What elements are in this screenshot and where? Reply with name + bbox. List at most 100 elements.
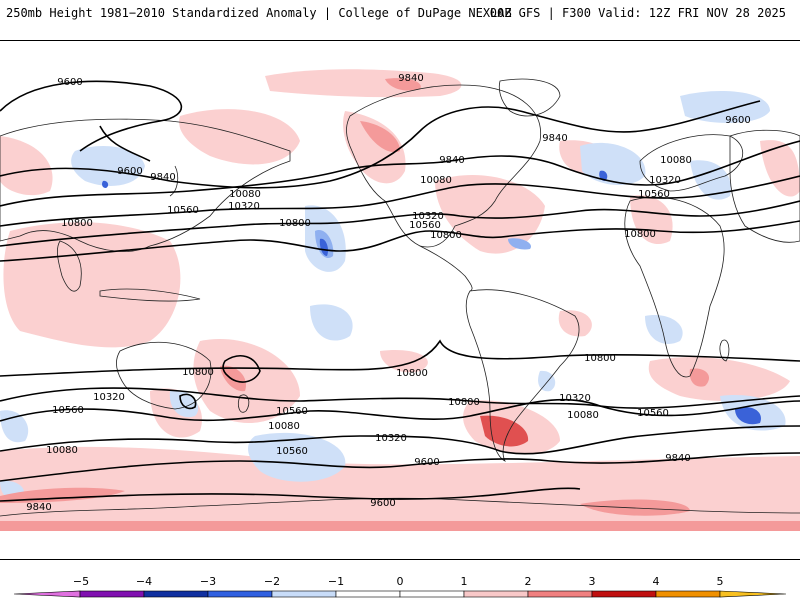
colorbar-tick-label: −4 bbox=[136, 575, 152, 588]
contour-label: 10320 bbox=[228, 201, 260, 212]
chart-title: 250mb Height 1981−2010 Standardized Anom… bbox=[6, 6, 512, 20]
south-america-outline bbox=[465, 289, 580, 462]
contour-label: 9600 bbox=[57, 77, 82, 88]
contour-label: 10560 bbox=[276, 406, 308, 417]
anomaly-area bbox=[102, 180, 109, 188]
colorbar: −5 −4 −3 −2 −1 0 1 2 3 4 5 bbox=[0, 570, 800, 600]
contour-line bbox=[0, 452, 800, 482]
contour-label: 10560 bbox=[52, 405, 84, 416]
contour-label: 10800 bbox=[279, 218, 311, 229]
contour-label: 10320 bbox=[412, 211, 444, 222]
colorbar-tick-label: −1 bbox=[328, 575, 344, 588]
contour-labels: 9600 9840 9600 9840 10080 10320 10560 10… bbox=[26, 73, 750, 513]
contour-label: 10320 bbox=[559, 393, 591, 404]
colorbar-swatch-p0 bbox=[399, 590, 465, 598]
colorbar-tick-label: 0 bbox=[397, 575, 404, 588]
contour-label: 9840 bbox=[150, 172, 175, 183]
contour-label: 10560 bbox=[167, 205, 199, 216]
colorbar-swatch-p2 bbox=[527, 590, 593, 598]
colorbar-tick-label: 5 bbox=[717, 575, 724, 588]
contour-label: 9600 bbox=[117, 166, 142, 177]
map-svg: 9600 9840 9600 9840 10080 10320 10560 10… bbox=[0, 69, 800, 531]
contour-line bbox=[0, 200, 800, 247]
colorbar-swatch-p4 bbox=[655, 590, 721, 598]
colorbar-swatch-m5 bbox=[13, 590, 81, 598]
contour-line bbox=[0, 339, 800, 377]
contour-label: 9840 bbox=[26, 502, 51, 513]
new-zealand-outline bbox=[238, 394, 250, 413]
greenland-outline bbox=[498, 78, 561, 117]
anomaly-area bbox=[248, 432, 346, 482]
contour-label: 10800 bbox=[448, 397, 480, 408]
contour-label: 10800 bbox=[61, 218, 93, 229]
japan-outline bbox=[169, 165, 179, 197]
contour-label: 9840 bbox=[398, 73, 423, 84]
colorbar-tick-label: 2 bbox=[525, 575, 532, 588]
contour-label: 10560 bbox=[637, 408, 669, 419]
contour-label: 10560 bbox=[276, 446, 308, 457]
contour-label: 10800 bbox=[182, 367, 214, 378]
contour-label: 10800 bbox=[624, 229, 656, 240]
colorbar-swatch-p1 bbox=[463, 590, 529, 598]
contour-line bbox=[0, 220, 800, 262]
colorbar-swatch-m0 bbox=[335, 590, 401, 598]
anomaly-area bbox=[760, 140, 800, 197]
colorbar-tick-label: 4 bbox=[653, 575, 660, 588]
anomaly-area bbox=[179, 109, 300, 165]
anomaly-area bbox=[580, 142, 646, 186]
contour-label: 10080 bbox=[660, 155, 692, 166]
contour-label: 9600 bbox=[725, 115, 750, 126]
colorbar-swatch-m2 bbox=[207, 590, 273, 598]
anomaly-area bbox=[310, 304, 353, 341]
colorbar-tick-label: −2 bbox=[264, 575, 280, 588]
contour-label: 10800 bbox=[584, 353, 616, 364]
contour-label: 10080 bbox=[268, 421, 300, 432]
anomaly-area bbox=[648, 357, 790, 401]
contour-label: 9600 bbox=[370, 498, 395, 509]
contour-label: 10560 bbox=[638, 189, 670, 200]
anomaly-area bbox=[3, 222, 181, 348]
anomaly-area bbox=[71, 146, 145, 186]
anomaly-area bbox=[0, 136, 53, 196]
contour-label: 10080 bbox=[420, 175, 452, 186]
anomaly-area bbox=[360, 121, 400, 153]
anomaly-area bbox=[645, 315, 683, 344]
contour-label: 10800 bbox=[396, 368, 428, 379]
anomaly-area bbox=[680, 91, 770, 123]
colorbar-ticks: −5 −4 −3 −2 −1 0 1 2 3 4 5 bbox=[73, 575, 724, 588]
contour-label: 10320 bbox=[649, 175, 681, 186]
contour-label: 10800 bbox=[430, 230, 462, 241]
contour-line bbox=[0, 175, 800, 227]
contour-label: 9840 bbox=[542, 133, 567, 144]
colorbar-swatch-m1 bbox=[271, 590, 337, 598]
height-contours bbox=[0, 80, 800, 502]
contour-label: 10080 bbox=[567, 410, 599, 421]
madagascar-outline bbox=[719, 339, 730, 362]
anomaly-area bbox=[689, 368, 710, 387]
colorbar-swatches bbox=[13, 590, 787, 598]
anomaly-area bbox=[690, 160, 731, 200]
contour-line bbox=[0, 140, 800, 207]
central-america-outline bbox=[419, 245, 473, 292]
asia-outline bbox=[0, 118, 291, 252]
anomaly-area bbox=[538, 370, 556, 392]
contour-label: 10320 bbox=[93, 392, 125, 403]
contour-label: 9600 bbox=[414, 457, 439, 468]
colorbar-tick-label: −5 bbox=[73, 575, 89, 588]
world-map: 9600 9840 9600 9840 10080 10320 10560 10… bbox=[0, 40, 800, 560]
contour-line bbox=[179, 393, 197, 410]
contour-line bbox=[99, 125, 151, 162]
africa-outline bbox=[624, 196, 725, 378]
contour-line bbox=[0, 100, 761, 189]
contour-label: 10560 bbox=[409, 220, 441, 231]
europe-outline bbox=[639, 134, 744, 192]
anomaly-area bbox=[169, 390, 199, 418]
anomaly-area bbox=[385, 78, 421, 91]
colorbar-swatch-m4 bbox=[79, 590, 145, 598]
anomaly-area bbox=[265, 69, 462, 98]
contour-label: 10320 bbox=[375, 433, 407, 444]
colorbar-swatch-p3 bbox=[591, 590, 657, 598]
indonesia-outline bbox=[99, 288, 201, 302]
anomaly-area bbox=[480, 415, 529, 447]
model-run-info: 00Z GFS | F300 Valid: 12Z FRI NOV 28 202… bbox=[489, 6, 786, 20]
